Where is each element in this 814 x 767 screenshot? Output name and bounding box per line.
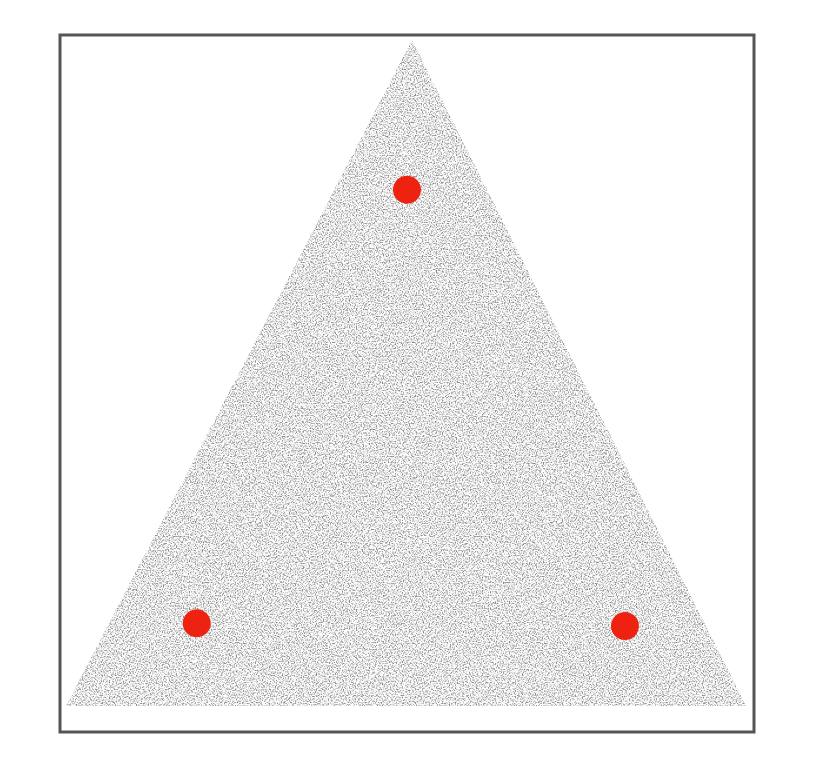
point (182, 609, 211, 638)
point (393, 175, 421, 204)
point (610, 612, 639, 641)
points (182, 175, 639, 641)
speckle-triangle (66, 40, 746, 706)
